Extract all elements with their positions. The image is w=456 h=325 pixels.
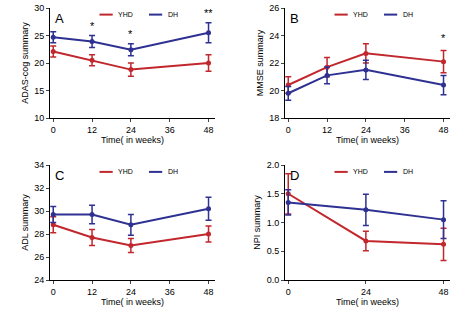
svg-text:34: 34 (34, 160, 44, 170)
svg-text:22: 22 (269, 58, 279, 68)
svg-text:24: 24 (126, 125, 136, 135)
svg-text:1.5: 1.5 (267, 189, 280, 199)
svg-text:12: 12 (322, 125, 332, 135)
svg-text:A: A (55, 11, 64, 26)
svg-text:Time( in weeks): Time( in weeks) (336, 297, 399, 307)
svg-text:10: 10 (34, 113, 44, 123)
svg-text:YHD: YHD (353, 11, 368, 18)
svg-text:DH: DH (168, 168, 178, 175)
svg-text:NPI summary: NPI summary (252, 195, 262, 250)
svg-text:48: 48 (439, 287, 449, 297)
svg-text:*: * (441, 32, 446, 44)
svg-text:36: 36 (165, 287, 175, 297)
svg-text:C: C (55, 168, 64, 183)
svg-text:24: 24 (269, 31, 279, 41)
svg-text:30: 30 (34, 3, 44, 13)
svg-text:12: 12 (87, 287, 97, 297)
svg-text:30: 30 (34, 206, 44, 216)
svg-text:1.0: 1.0 (267, 218, 280, 228)
svg-text:28: 28 (34, 229, 44, 239)
svg-text:24: 24 (126, 287, 136, 297)
svg-text:Time( in weeks): Time( in weeks) (336, 135, 399, 145)
svg-text:20: 20 (269, 86, 279, 96)
svg-text:0: 0 (286, 287, 291, 297)
svg-text:24: 24 (361, 125, 371, 135)
svg-text:D: D (290, 168, 299, 183)
svg-text:MMSE summary: MMSE summary (255, 29, 265, 96)
svg-text:2.0: 2.0 (267, 160, 280, 170)
svg-text:26: 26 (34, 252, 44, 262)
svg-text:*: * (90, 20, 95, 32)
svg-text:20: 20 (34, 58, 44, 68)
svg-text:24: 24 (361, 287, 371, 297)
svg-text:Time( in weeks): Time( in weeks) (101, 297, 164, 307)
svg-text:15: 15 (34, 86, 44, 96)
svg-text:0: 0 (286, 125, 291, 135)
svg-text:12: 12 (87, 125, 97, 135)
svg-text:YHD: YHD (118, 11, 133, 18)
svg-text:*: * (128, 28, 133, 40)
svg-text:**: ** (204, 7, 213, 19)
svg-text:48: 48 (204, 125, 214, 135)
svg-text:0: 0 (51, 287, 56, 297)
svg-text:32: 32 (34, 183, 44, 193)
svg-text:24: 24 (34, 275, 44, 285)
svg-text:36: 36 (400, 125, 410, 135)
svg-text:DH: DH (403, 168, 413, 175)
svg-text:DH: DH (403, 11, 413, 18)
svg-text:0: 0 (51, 125, 56, 135)
svg-text:Time( in weeks): Time( in weeks) (101, 135, 164, 145)
svg-text:DH: DH (168, 11, 178, 18)
svg-text:18: 18 (269, 113, 279, 123)
svg-text:0.5: 0.5 (267, 246, 280, 256)
svg-text:36: 36 (165, 125, 175, 135)
svg-text:ADAS-cog summary: ADAS-cog summary (20, 22, 30, 104)
svg-text:48: 48 (439, 125, 449, 135)
svg-text:0.0: 0.0 (267, 275, 280, 285)
svg-text:48: 48 (204, 287, 214, 297)
svg-text:26: 26 (269, 3, 279, 13)
svg-text:25: 25 (34, 31, 44, 41)
svg-text:YHD: YHD (353, 168, 368, 175)
svg-text:YHD: YHD (118, 168, 133, 175)
svg-text:B: B (290, 11, 299, 26)
svg-text:ADL summary: ADL summary (20, 194, 30, 251)
